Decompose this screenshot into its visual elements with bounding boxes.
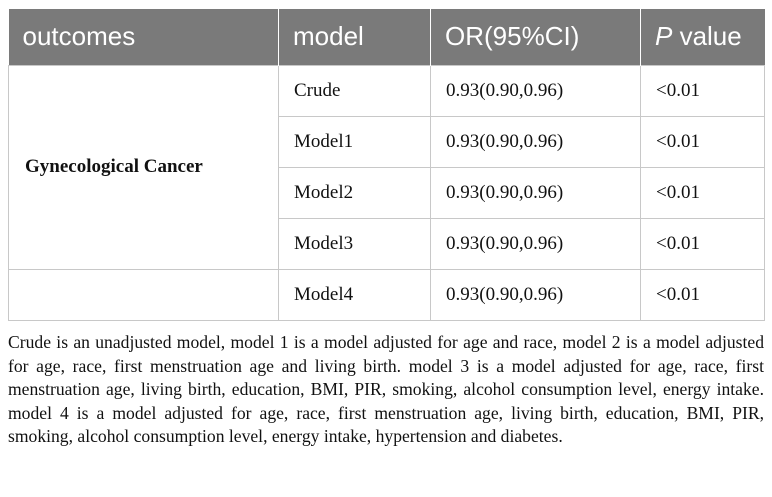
table-row: Model3 0.93(0.90,0.96) <0.01 <box>9 217 765 270</box>
p-cell: <0.01 <box>640 217 765 270</box>
p-cell: <0.01 <box>640 64 765 117</box>
or-cell: 0.93(0.90,0.96) <box>430 217 641 270</box>
header-p-suffix: value <box>672 21 742 52</box>
table-row: Model2 0.93(0.90,0.96) <0.01 <box>9 166 765 219</box>
model-cell: Model4 <box>278 268 431 321</box>
header-outcomes: outcomes <box>8 9 279 65</box>
or-cell: 0.93(0.90,0.96) <box>430 64 641 117</box>
table-row: Model4 0.93(0.90,0.96) <0.01 <box>8 268 765 321</box>
model-cell: Crude <box>278 64 431 117</box>
model-cell: Model2 <box>278 166 431 219</box>
or-cell: 0.93(0.90,0.96) <box>430 115 641 168</box>
table-row: Model1 0.93(0.90,0.96) <0.01 <box>9 115 765 168</box>
header-p-value: P value <box>640 9 765 65</box>
results-table: outcomes model OR(95%CI) P value Gynecol… <box>8 9 765 321</box>
header-model: model <box>278 9 431 65</box>
table-footnote: Crude is an unadjusted model, model 1 is… <box>8 332 764 446</box>
or-cell: 0.93(0.90,0.96) <box>430 268 641 321</box>
outcome-group-label: Gynecological Cancer <box>8 64 279 270</box>
model-cell: Model3 <box>278 217 431 270</box>
table-header-row: outcomes model OR(95%CI) P value <box>8 9 765 65</box>
header-p-letter: P <box>655 21 673 52</box>
p-cell: <0.01 <box>640 268 765 321</box>
p-cell: <0.01 <box>640 115 765 168</box>
p-cell: <0.01 <box>640 166 765 219</box>
table-row: Gynecological Cancer Crude 0.93(0.90,0.9… <box>8 64 765 270</box>
empty-outcome-cell <box>8 268 279 321</box>
model-cell: Model1 <box>278 115 431 168</box>
or-cell: 0.93(0.90,0.96) <box>430 166 641 219</box>
results-table-container: outcomes model OR(95%CI) P value Gynecol… <box>8 9 765 321</box>
header-or: OR(95%CI) <box>430 9 641 65</box>
